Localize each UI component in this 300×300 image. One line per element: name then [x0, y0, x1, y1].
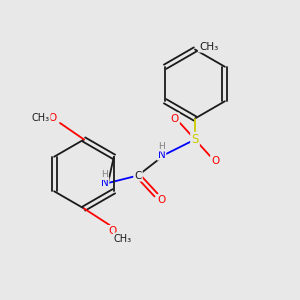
Text: CH₃: CH₃	[199, 41, 218, 52]
Text: O: O	[211, 155, 220, 166]
Text: H: H	[158, 142, 165, 151]
Text: N: N	[100, 178, 108, 188]
Text: H: H	[101, 170, 108, 179]
Text: CH₃: CH₃	[114, 233, 132, 244]
Text: C: C	[134, 170, 142, 181]
Text: CH₃: CH₃	[32, 113, 50, 124]
Text: O: O	[170, 113, 179, 124]
Text: N: N	[158, 149, 165, 160]
Text: O: O	[158, 195, 166, 206]
Text: O: O	[48, 113, 57, 124]
Text: O: O	[108, 226, 117, 236]
Text: S: S	[191, 133, 199, 146]
